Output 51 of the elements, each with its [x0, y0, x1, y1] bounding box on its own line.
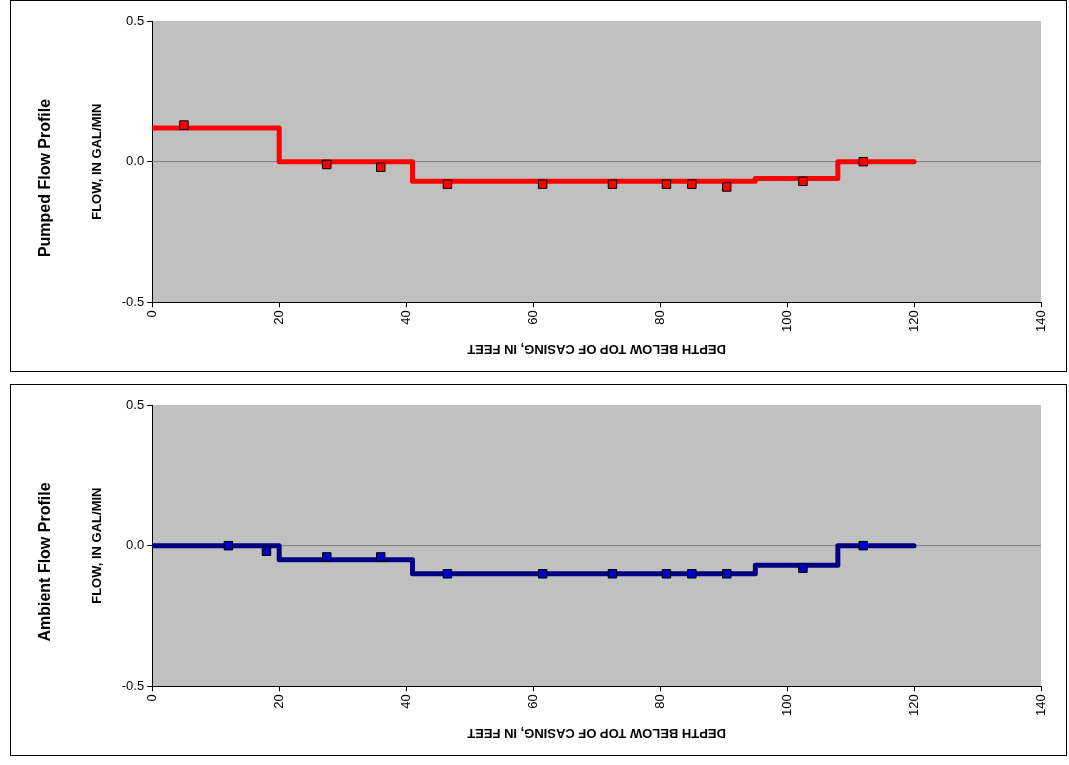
point	[537, 179, 548, 189]
x-tick-label: 60	[524, 694, 540, 709]
point	[687, 179, 697, 189]
point	[661, 179, 672, 189]
point	[798, 563, 808, 573]
point	[722, 182, 732, 192]
y-tick-label: 0.0	[126, 537, 145, 553]
x-tick-label: 0	[143, 694, 159, 702]
x-tick-label: 60	[524, 310, 540, 325]
point	[179, 120, 189, 130]
text: Ambient Flow Profile	[36, 482, 54, 642]
x-tick-label: 20	[270, 310, 286, 325]
x-axis-title: DEPTH BELOW TOP OF CASING, IN FEET	[467, 342, 727, 358]
x-axis-title: DEPTH BELOW TOP OF CASING, IN FEET	[467, 726, 727, 742]
y-tick-label: -0.5	[121, 677, 145, 693]
point	[322, 552, 332, 562]
x-tick-label: 80	[651, 310, 667, 325]
x-tick-label: 100	[778, 694, 794, 717]
point	[858, 540, 868, 551]
point	[661, 569, 672, 579]
x-tick-label: 140	[1032, 694, 1048, 717]
x-tick-label: 40	[397, 694, 413, 709]
x-tick-label: 0	[143, 310, 159, 318]
point	[442, 179, 453, 189]
x-tick-label: 20	[270, 694, 286, 709]
point	[376, 162, 386, 173]
x-tick-label: 120	[905, 310, 921, 333]
point	[687, 569, 697, 579]
x-tick-label: 80	[651, 694, 667, 709]
x-tick-label: 40	[397, 310, 413, 325]
x-tick-label: 120	[905, 694, 921, 717]
point	[607, 569, 618, 579]
point	[722, 569, 732, 579]
x-tick-label: 140	[1032, 310, 1048, 333]
y-tick-label: 0.5	[126, 12, 145, 28]
point	[442, 569, 453, 579]
y-tick-label: 0.5	[126, 396, 145, 412]
y-tick-label: 0.0	[126, 153, 145, 169]
point	[223, 540, 234, 551]
point	[858, 156, 868, 167]
y-axis-title: FLOW, IN GAL/MIN	[88, 103, 104, 220]
y-axis-title: FLOW, IN GAL/MIN	[88, 487, 104, 604]
point	[798, 176, 808, 187]
point	[376, 552, 386, 562]
point	[261, 546, 272, 557]
x-tick-label: 100	[778, 310, 794, 333]
y-tick-label: -0.5	[121, 293, 145, 309]
point	[537, 569, 548, 579]
point	[607, 179, 618, 189]
text: Pumped Flow Profile	[36, 98, 54, 258]
point	[322, 159, 332, 170]
